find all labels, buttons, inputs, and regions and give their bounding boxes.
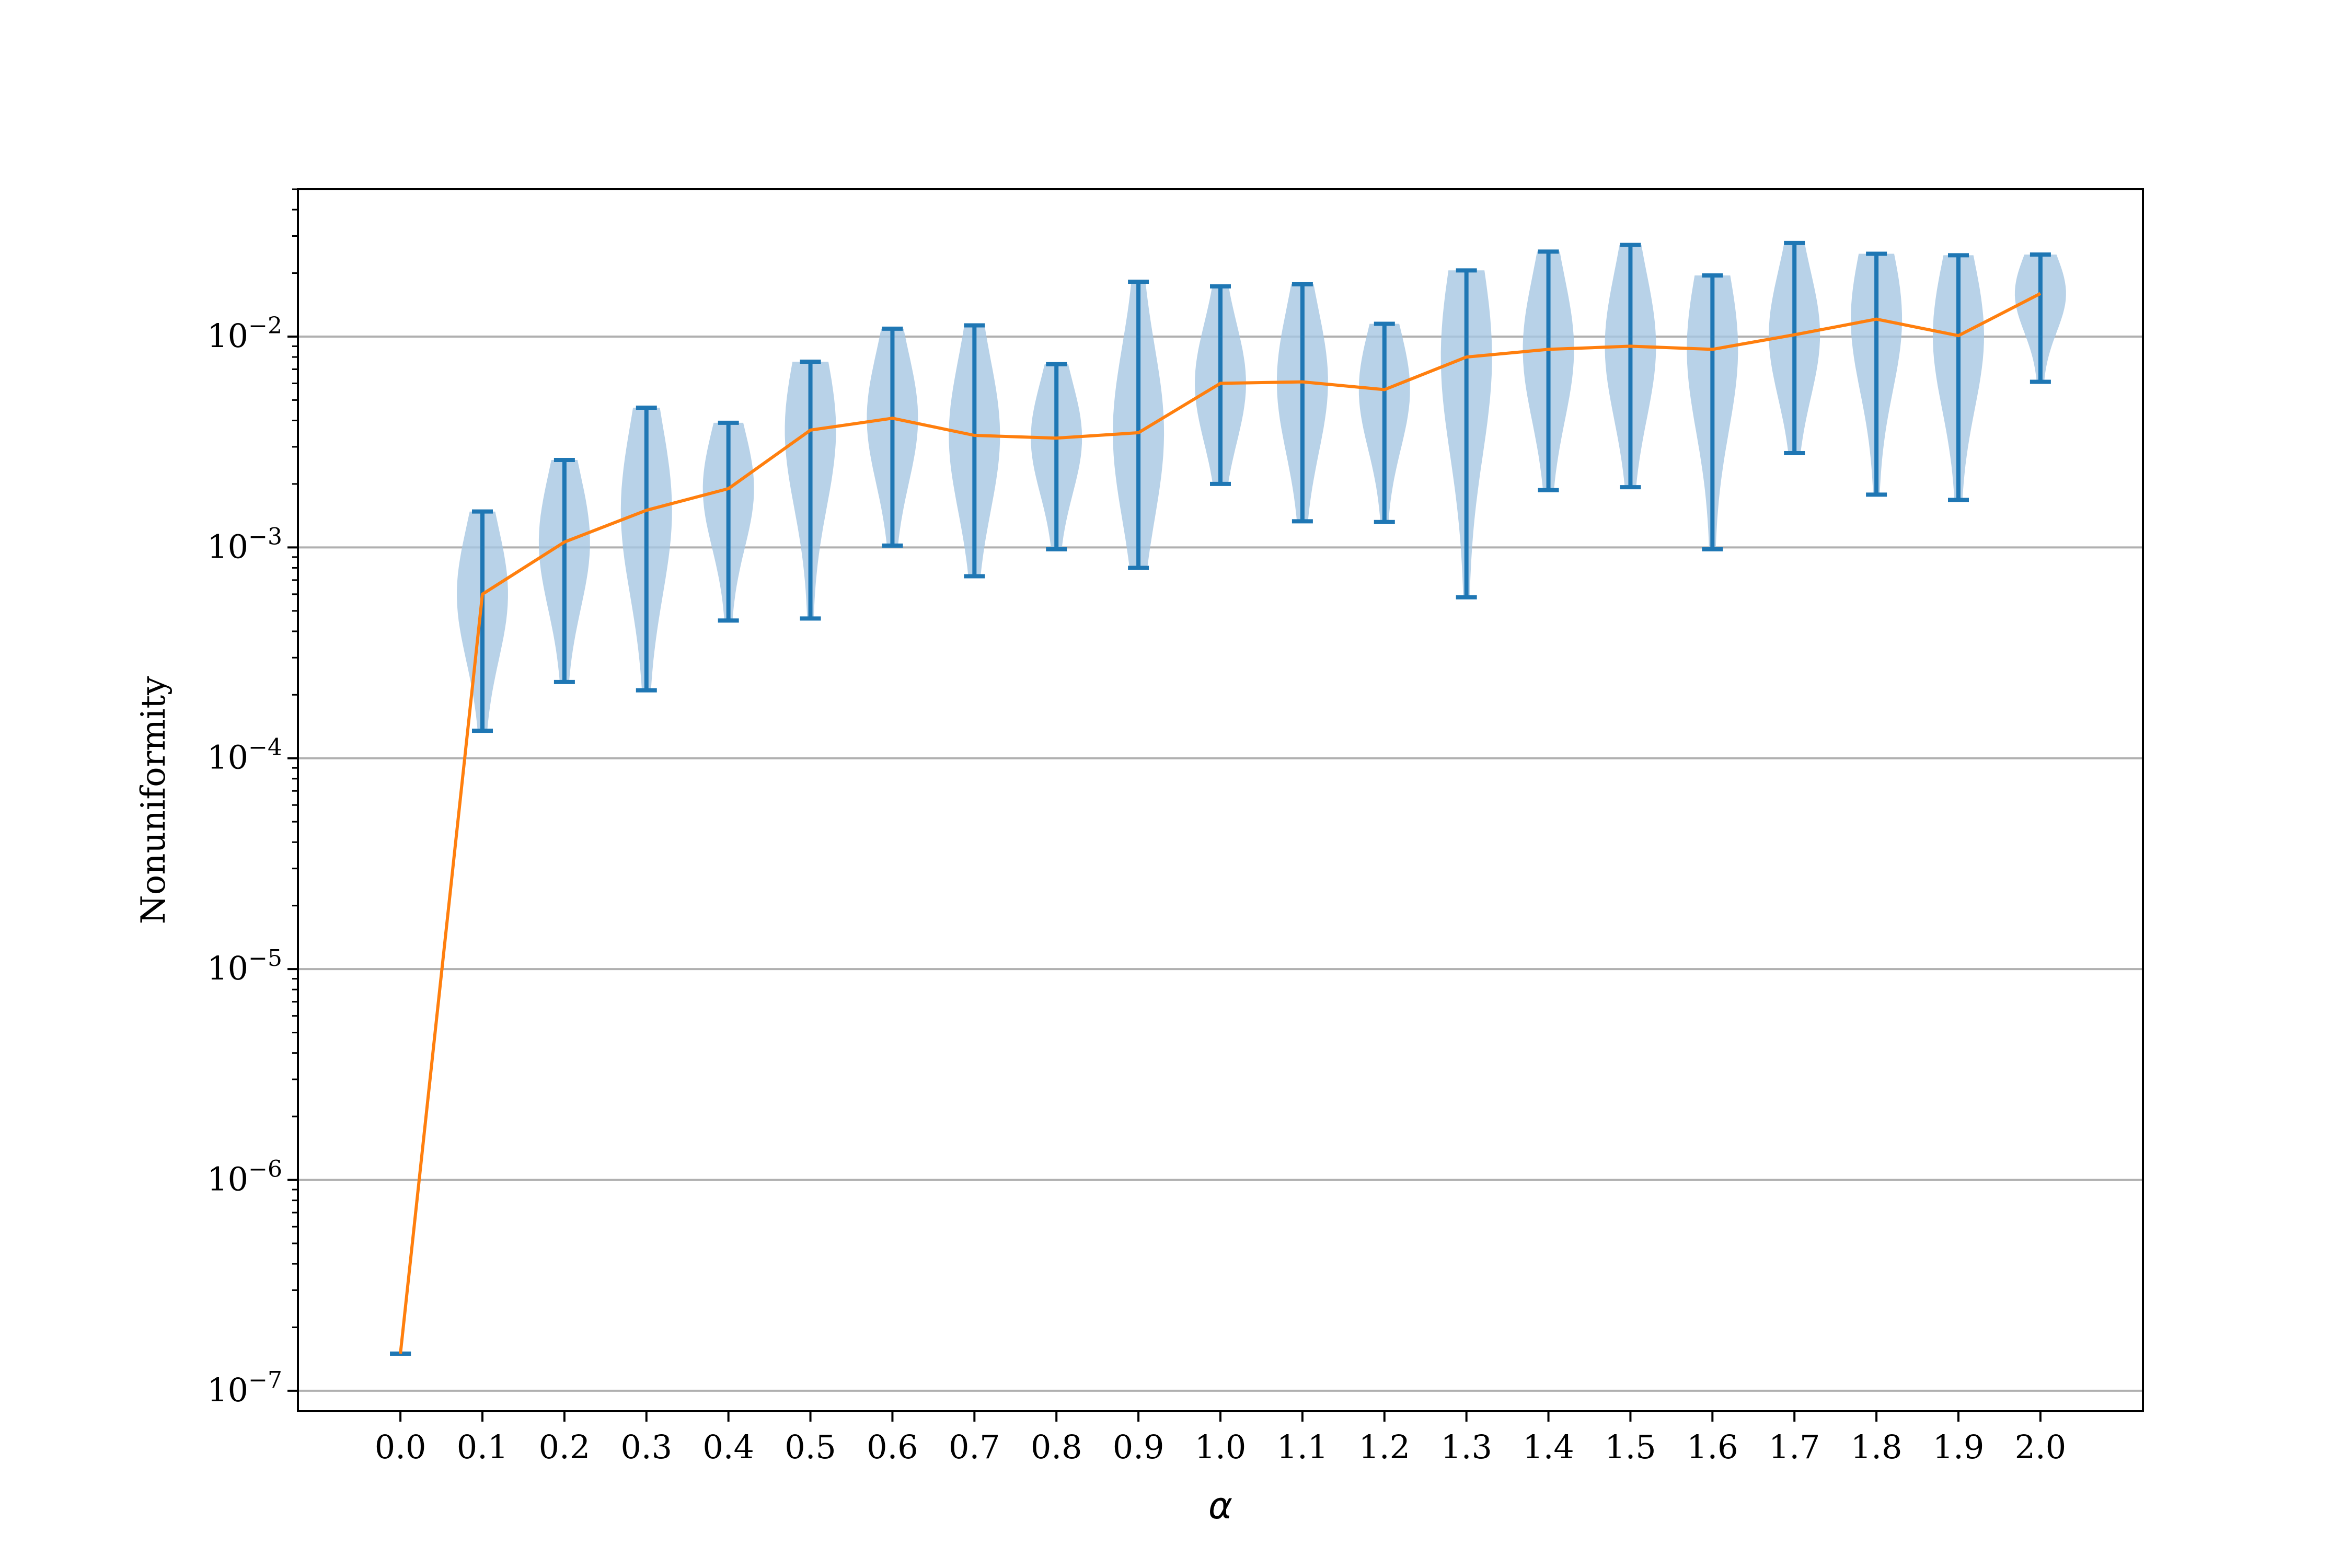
x-tick-label: 0.5 [785,1428,836,1466]
x-tick-label: 1.3 [1440,1428,1492,1466]
x-tick-label: 1.2 [1358,1428,1410,1466]
y-tick-label: 10−3 [207,523,282,566]
x-tick-label: 1.8 [1851,1428,1903,1466]
violin-bodies [457,243,2066,731]
x-axis-ticks: 0.0 0.1 0.2 0.3 0.4 0.5 0.6 0.7 0.8 0.9 1.0 1.1 1.2 1… [375,1411,2066,1466]
mean-line [399,292,2042,1354]
y-tick-label: 10−6 [207,1156,282,1198]
x-tick-label: 0.9 [1113,1428,1165,1466]
y-axis-label: Nonuniformity [134,676,173,925]
y-tick-label: 10−7 [207,1367,282,1409]
x-tick-label: 0.3 [620,1428,672,1466]
x-tick-label: 0.1 [457,1428,509,1466]
x-axis-label: α [1208,1484,1232,1527]
x-tick-label: 0.8 [1031,1428,1082,1466]
x-tick-label: 0.0 [375,1428,426,1466]
x-tick-label: 0.6 [867,1428,918,1466]
y-tick-label: 10−2 [207,313,282,355]
x-tick-label: 0.4 [702,1428,754,1466]
x-tick-label: 1.4 [1523,1428,1574,1466]
range-bars [390,240,2051,1356]
mean-line-path [399,292,2042,1354]
x-tick-label: 2.0 [2015,1428,2067,1466]
x-tick-label: 0.7 [949,1428,1000,1466]
y-tick-label: 10−4 [207,734,282,777]
x-tick-label: 1.6 [1687,1428,1738,1466]
x-tick-label: 1.9 [1933,1428,1985,1466]
x-tick-label: 1.0 [1195,1428,1247,1466]
x-tick-label: 1.1 [1277,1428,1329,1466]
x-tick-label: 1.5 [1605,1428,1656,1466]
y-axis-ticks: 10−7 10−6 10−5 10−4 10−3 10−2 [207,188,298,1409]
x-tick-label: 1.7 [1769,1428,1820,1466]
y-tick-label: 10−5 [207,945,282,987]
x-tick-label: 0.2 [539,1428,591,1466]
